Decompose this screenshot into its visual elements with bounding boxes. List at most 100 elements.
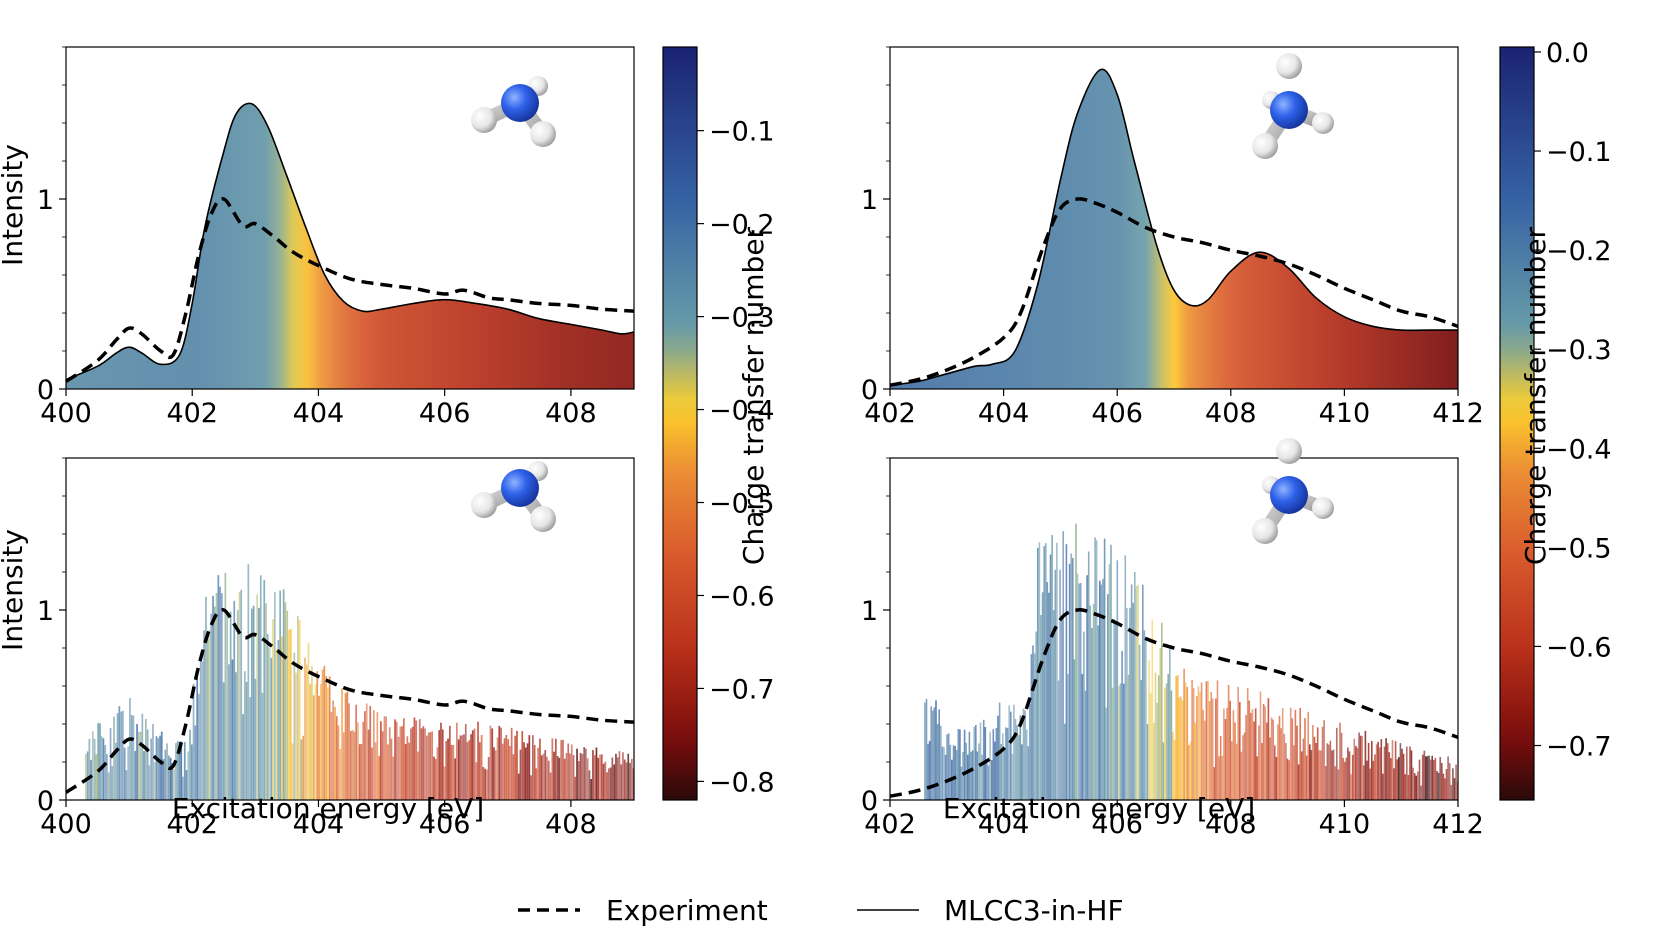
transition-stick	[486, 769, 488, 800]
transition-stick	[169, 757, 172, 800]
transition-stick	[173, 769, 175, 800]
transition-stick	[1235, 743, 1238, 800]
transition-stick	[1161, 622, 1163, 800]
y-tick-label: 1	[37, 185, 54, 216]
transition-stick	[510, 727, 513, 800]
planar-spectrum-axes: 400 402 404 406 408 0 1	[37, 46, 635, 429]
transition-stick	[1173, 739, 1176, 800]
transition-stick	[445, 741, 448, 800]
transition-stick	[1309, 744, 1311, 800]
transition-stick	[944, 754, 947, 800]
transition-stick	[427, 732, 430, 800]
transition-stick	[422, 726, 425, 800]
x-tick-label: 406	[1091, 809, 1143, 840]
transition-stick	[176, 741, 179, 800]
transition-stick	[1157, 675, 1160, 800]
transition-stick	[1119, 683, 1122, 800]
transition-stick	[1232, 710, 1235, 800]
transition-stick	[1278, 715, 1281, 800]
colorbar-tick-label: −0.6	[1546, 632, 1612, 663]
transition-stick	[593, 755, 596, 800]
transition-stick	[426, 735, 428, 800]
transition-stick	[1192, 688, 1195, 800]
experiment-line	[889, 608, 1459, 798]
transition-stick	[228, 664, 230, 800]
transition-stick	[1348, 751, 1351, 800]
transition-stick	[556, 756, 559, 800]
transition-stick	[1140, 679, 1142, 800]
transition-stick	[484, 768, 486, 800]
transition-stick	[385, 716, 387, 800]
theory-line	[65, 102, 635, 381]
transition-stick	[537, 747, 539, 800]
transition-stick	[1178, 697, 1181, 800]
transition-stick	[927, 743, 929, 800]
transition-stick	[503, 738, 506, 800]
transition-stick	[1113, 619, 1115, 800]
transition-stick	[305, 664, 308, 800]
transition-stick	[1324, 766, 1327, 800]
transition-stick	[1431, 755, 1433, 800]
transition-stick	[88, 738, 91, 800]
transition-stick	[1267, 698, 1270, 800]
transition-stick	[1426, 756, 1429, 800]
transition-stick	[947, 733, 950, 800]
transition-stick	[454, 758, 456, 800]
pyramidal-spectrum-panel: 402 404 406 408 410 412 0 1	[861, 46, 1484, 429]
transition-stick	[1293, 745, 1295, 800]
transition-stick	[959, 729, 961, 800]
transition-stick	[270, 657, 273, 800]
pyramidal-sticks-axes: 402 404 406 408 410 412 0 1	[861, 457, 1484, 840]
transition-stick	[217, 575, 220, 800]
transition-stick	[1447, 756, 1449, 800]
transition-stick	[247, 564, 250, 800]
transition-stick	[946, 734, 948, 800]
transition-stick	[1240, 751, 1243, 800]
transition-stick	[480, 735, 483, 800]
legend: Experiment MLCC3-in-HF	[518, 894, 1124, 927]
plot-frame	[889, 46, 1459, 390]
transition-stick	[1442, 773, 1445, 800]
transition-stick	[1375, 744, 1378, 800]
colorbar-tick-label: −0.2	[709, 210, 775, 241]
transition-stick	[1283, 733, 1286, 800]
transition-stick	[212, 595, 214, 800]
transition-stick	[1075, 523, 1077, 800]
transition-stick	[1040, 615, 1042, 800]
transition-stick	[1339, 722, 1341, 800]
transition-stick	[567, 743, 570, 800]
transition-stick	[441, 729, 444, 800]
transition-stick	[1213, 767, 1216, 800]
transition-stick	[153, 762, 156, 800]
transition-stick	[970, 751, 972, 800]
transition-stick	[238, 591, 241, 800]
transition-stick	[1097, 625, 1099, 800]
transition-stick	[1262, 703, 1265, 800]
transition-stick	[369, 705, 372, 800]
y-tick-label: 1	[37, 596, 54, 627]
transition-stick	[1343, 761, 1346, 800]
transition-stick	[191, 744, 193, 800]
transition-stick	[166, 743, 168, 800]
transition-stick	[229, 611, 232, 800]
transition-stick	[586, 758, 589, 800]
transition-stick	[261, 692, 264, 800]
transition-stick	[986, 762, 988, 800]
transition-stick	[496, 737, 499, 800]
transition-stick	[1138, 644, 1141, 800]
transition-stick	[1103, 538, 1106, 800]
transition-stick	[1270, 717, 1273, 800]
transition-stick	[464, 724, 467, 800]
colorbar-tick-label: −0.4	[709, 396, 775, 427]
colorbar-tick-label: −0.7	[1546, 732, 1612, 763]
transition-stick	[1076, 573, 1079, 800]
transition-stick	[436, 747, 439, 800]
transition-stick	[1002, 733, 1004, 800]
transition-stick	[192, 683, 195, 800]
transition-stick	[1003, 749, 1006, 800]
transition-stick	[178, 741, 181, 800]
transition-stick	[1057, 680, 1060, 800]
transition-stick	[1404, 774, 1406, 800]
transition-stick	[1266, 722, 1268, 800]
transition-stick	[1165, 683, 1168, 800]
